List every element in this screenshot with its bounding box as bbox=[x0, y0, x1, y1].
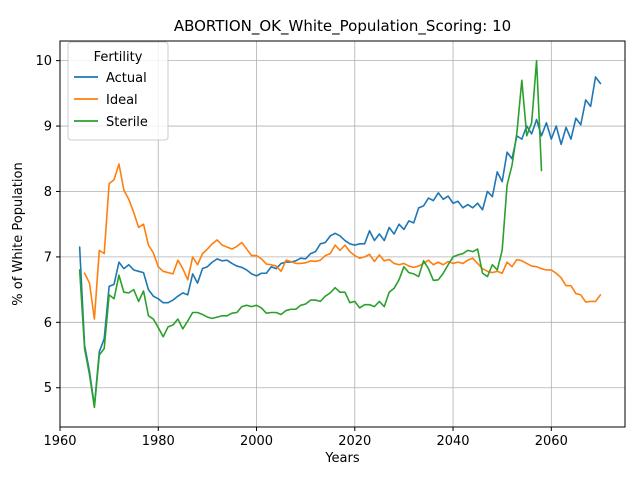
y-tick-label: 10 bbox=[35, 54, 52, 69]
x-tick-label: 2040 bbox=[436, 434, 469, 449]
legend-box bbox=[67, 41, 169, 141]
series-line-ideal bbox=[83, 163, 602, 320]
x-tick-label: 2000 bbox=[240, 434, 273, 449]
legend-entries: Actual Ideal Sterile bbox=[74, 71, 148, 130]
x-tick-label: 1960 bbox=[43, 434, 76, 449]
chart-title: ABORTION_OK_White_Population_Scoring: 10 bbox=[174, 17, 511, 36]
y-tick-label: 9 bbox=[44, 120, 52, 135]
x-tick-label: 1980 bbox=[142, 434, 175, 449]
y-tick-label: 8 bbox=[44, 185, 52, 200]
legend-title: Fertility bbox=[94, 50, 143, 65]
y-tick-label: 7 bbox=[44, 250, 52, 265]
legend: Fertility Actual Ideal Sterile bbox=[67, 41, 169, 141]
y-tick-label: 5 bbox=[44, 381, 52, 396]
legend-label-ideal: Ideal bbox=[106, 93, 138, 108]
series-layer bbox=[78, 59, 602, 409]
tick-layer: 1960 1980 2000 2020 2040 2060 5 6 7 8 9 10 bbox=[35, 54, 567, 449]
x-axis-title: Years bbox=[324, 451, 360, 466]
y-axis-title: % of White Population bbox=[11, 162, 26, 305]
series-line-sterile bbox=[78, 59, 543, 409]
y-tick-label: 6 bbox=[44, 316, 52, 331]
x-tick-label: 2060 bbox=[535, 434, 568, 449]
legend-label-actual: Actual bbox=[106, 71, 147, 86]
legend-label-sterile: Sterile bbox=[106, 115, 148, 130]
x-tick-label: 2020 bbox=[338, 434, 371, 449]
plot-area-frame bbox=[59, 40, 626, 428]
